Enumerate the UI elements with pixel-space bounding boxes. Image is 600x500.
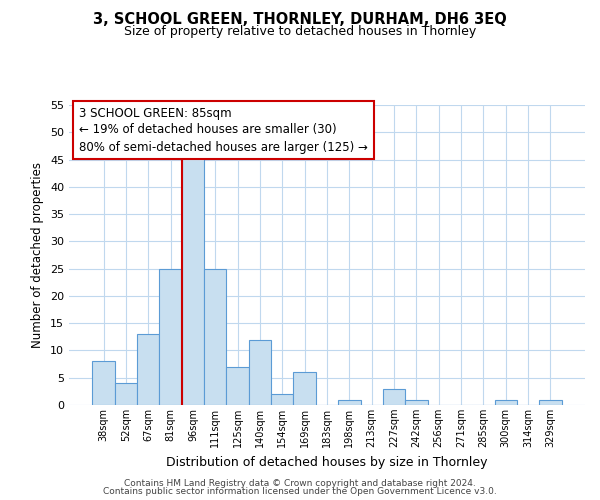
Bar xyxy=(226,367,249,405)
Text: Contains HM Land Registry data © Crown copyright and database right 2024.: Contains HM Land Registry data © Crown c… xyxy=(124,478,476,488)
Bar xyxy=(539,400,562,405)
Bar xyxy=(115,383,137,405)
Text: Size of property relative to detached houses in Thornley: Size of property relative to detached ho… xyxy=(124,25,476,38)
Text: Contains public sector information licensed under the Open Government Licence v3: Contains public sector information licen… xyxy=(103,487,497,496)
Bar xyxy=(405,400,428,405)
Bar xyxy=(160,268,182,405)
Bar xyxy=(271,394,293,405)
Bar xyxy=(383,388,405,405)
Text: 3, SCHOOL GREEN, THORNLEY, DURHAM, DH6 3EQ: 3, SCHOOL GREEN, THORNLEY, DURHAM, DH6 3… xyxy=(93,12,507,28)
Bar xyxy=(137,334,160,405)
Bar xyxy=(249,340,271,405)
Bar xyxy=(92,362,115,405)
X-axis label: Distribution of detached houses by size in Thornley: Distribution of detached houses by size … xyxy=(166,456,488,468)
Text: 3 SCHOOL GREEN: 85sqm
← 19% of detached houses are smaller (30)
80% of semi-deta: 3 SCHOOL GREEN: 85sqm ← 19% of detached … xyxy=(79,106,368,154)
Bar xyxy=(338,400,361,405)
Y-axis label: Number of detached properties: Number of detached properties xyxy=(31,162,44,348)
Bar xyxy=(293,372,316,405)
Bar xyxy=(204,268,226,405)
Bar xyxy=(494,400,517,405)
Bar xyxy=(182,154,204,405)
